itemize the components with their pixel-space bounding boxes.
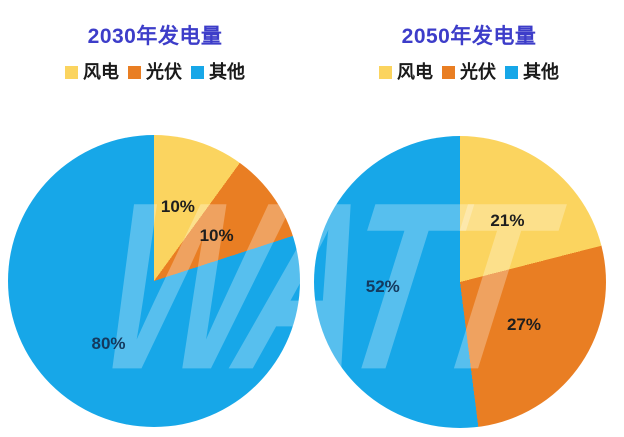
legend-swatch-other-icon — [505, 65, 518, 79]
legend-label-solar: 光伏 — [460, 62, 496, 82]
legend-label-wind: 风电 — [397, 62, 433, 82]
pie-slice-label: 52% — [365, 276, 400, 296]
legend-item-wind: 风电 — [65, 63, 119, 81]
pie-slice-label: 10% — [199, 225, 234, 245]
chart-title-2030: 2030年发电量 — [87, 25, 223, 48]
legend-label-wind: 风电 — [83, 62, 119, 82]
chart-title-2050: 2050年发电量 — [401, 25, 537, 48]
legend-swatch-wind-icon — [65, 65, 78, 79]
pie-slice-label: 27% — [506, 315, 541, 335]
legend-label-other: 其他 — [523, 62, 559, 82]
legend-swatch-other-icon — [191, 65, 204, 79]
legend-item-wind: 风电 — [379, 63, 433, 81]
legend-swatch-wind-icon — [379, 65, 392, 79]
legend-item-other: 其他 — [505, 63, 559, 81]
pie-chart-2050: 21% 27% 52% — [314, 136, 606, 428]
legend-label-other: 其他 — [209, 62, 245, 82]
pie-slice-label: 21% — [490, 210, 525, 230]
legend-item-other: 其他 — [191, 63, 245, 81]
legend-swatch-solar-icon — [128, 65, 141, 79]
pie-slice-label: 10% — [160, 197, 195, 217]
legend-item-solar: 光伏 — [442, 63, 496, 81]
legend-swatch-solar-icon — [442, 65, 455, 79]
pie-chart-2030: 10% 10% 80% — [8, 135, 300, 427]
pie-slice-label: 80% — [91, 333, 126, 353]
legend-item-solar: 光伏 — [128, 63, 182, 81]
legend-2050: 风电 光伏 其他 — [314, 63, 624, 81]
legend-label-solar: 光伏 — [146, 62, 182, 82]
legend-2030: 风电 光伏 其他 — [0, 63, 310, 81]
